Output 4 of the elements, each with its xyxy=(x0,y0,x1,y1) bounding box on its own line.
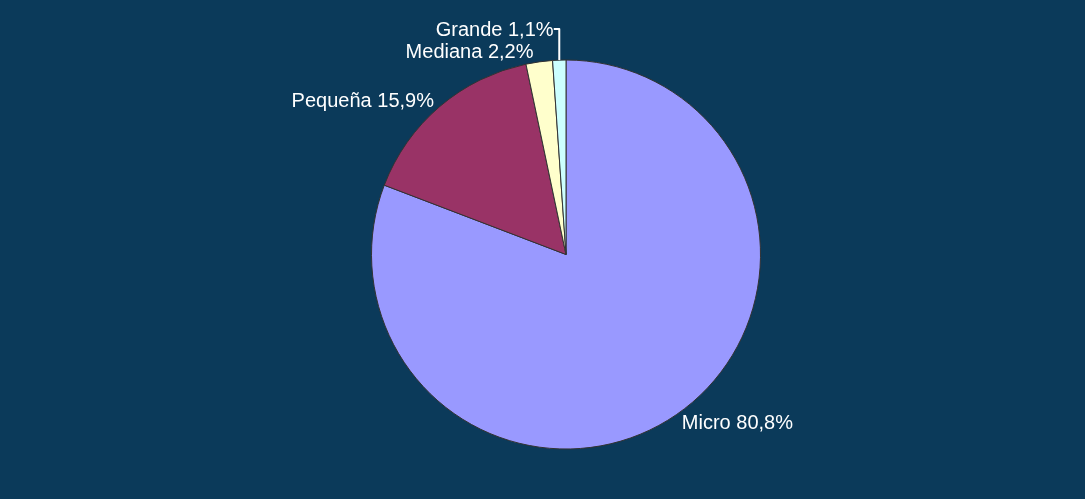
slice-label: Pequeña 15,9% xyxy=(291,89,435,112)
slice-label: Mediana 2,2% xyxy=(405,40,534,63)
slice-label: Micro 80,8% xyxy=(681,411,794,434)
slice-label: Grande 1,1% xyxy=(435,18,554,41)
